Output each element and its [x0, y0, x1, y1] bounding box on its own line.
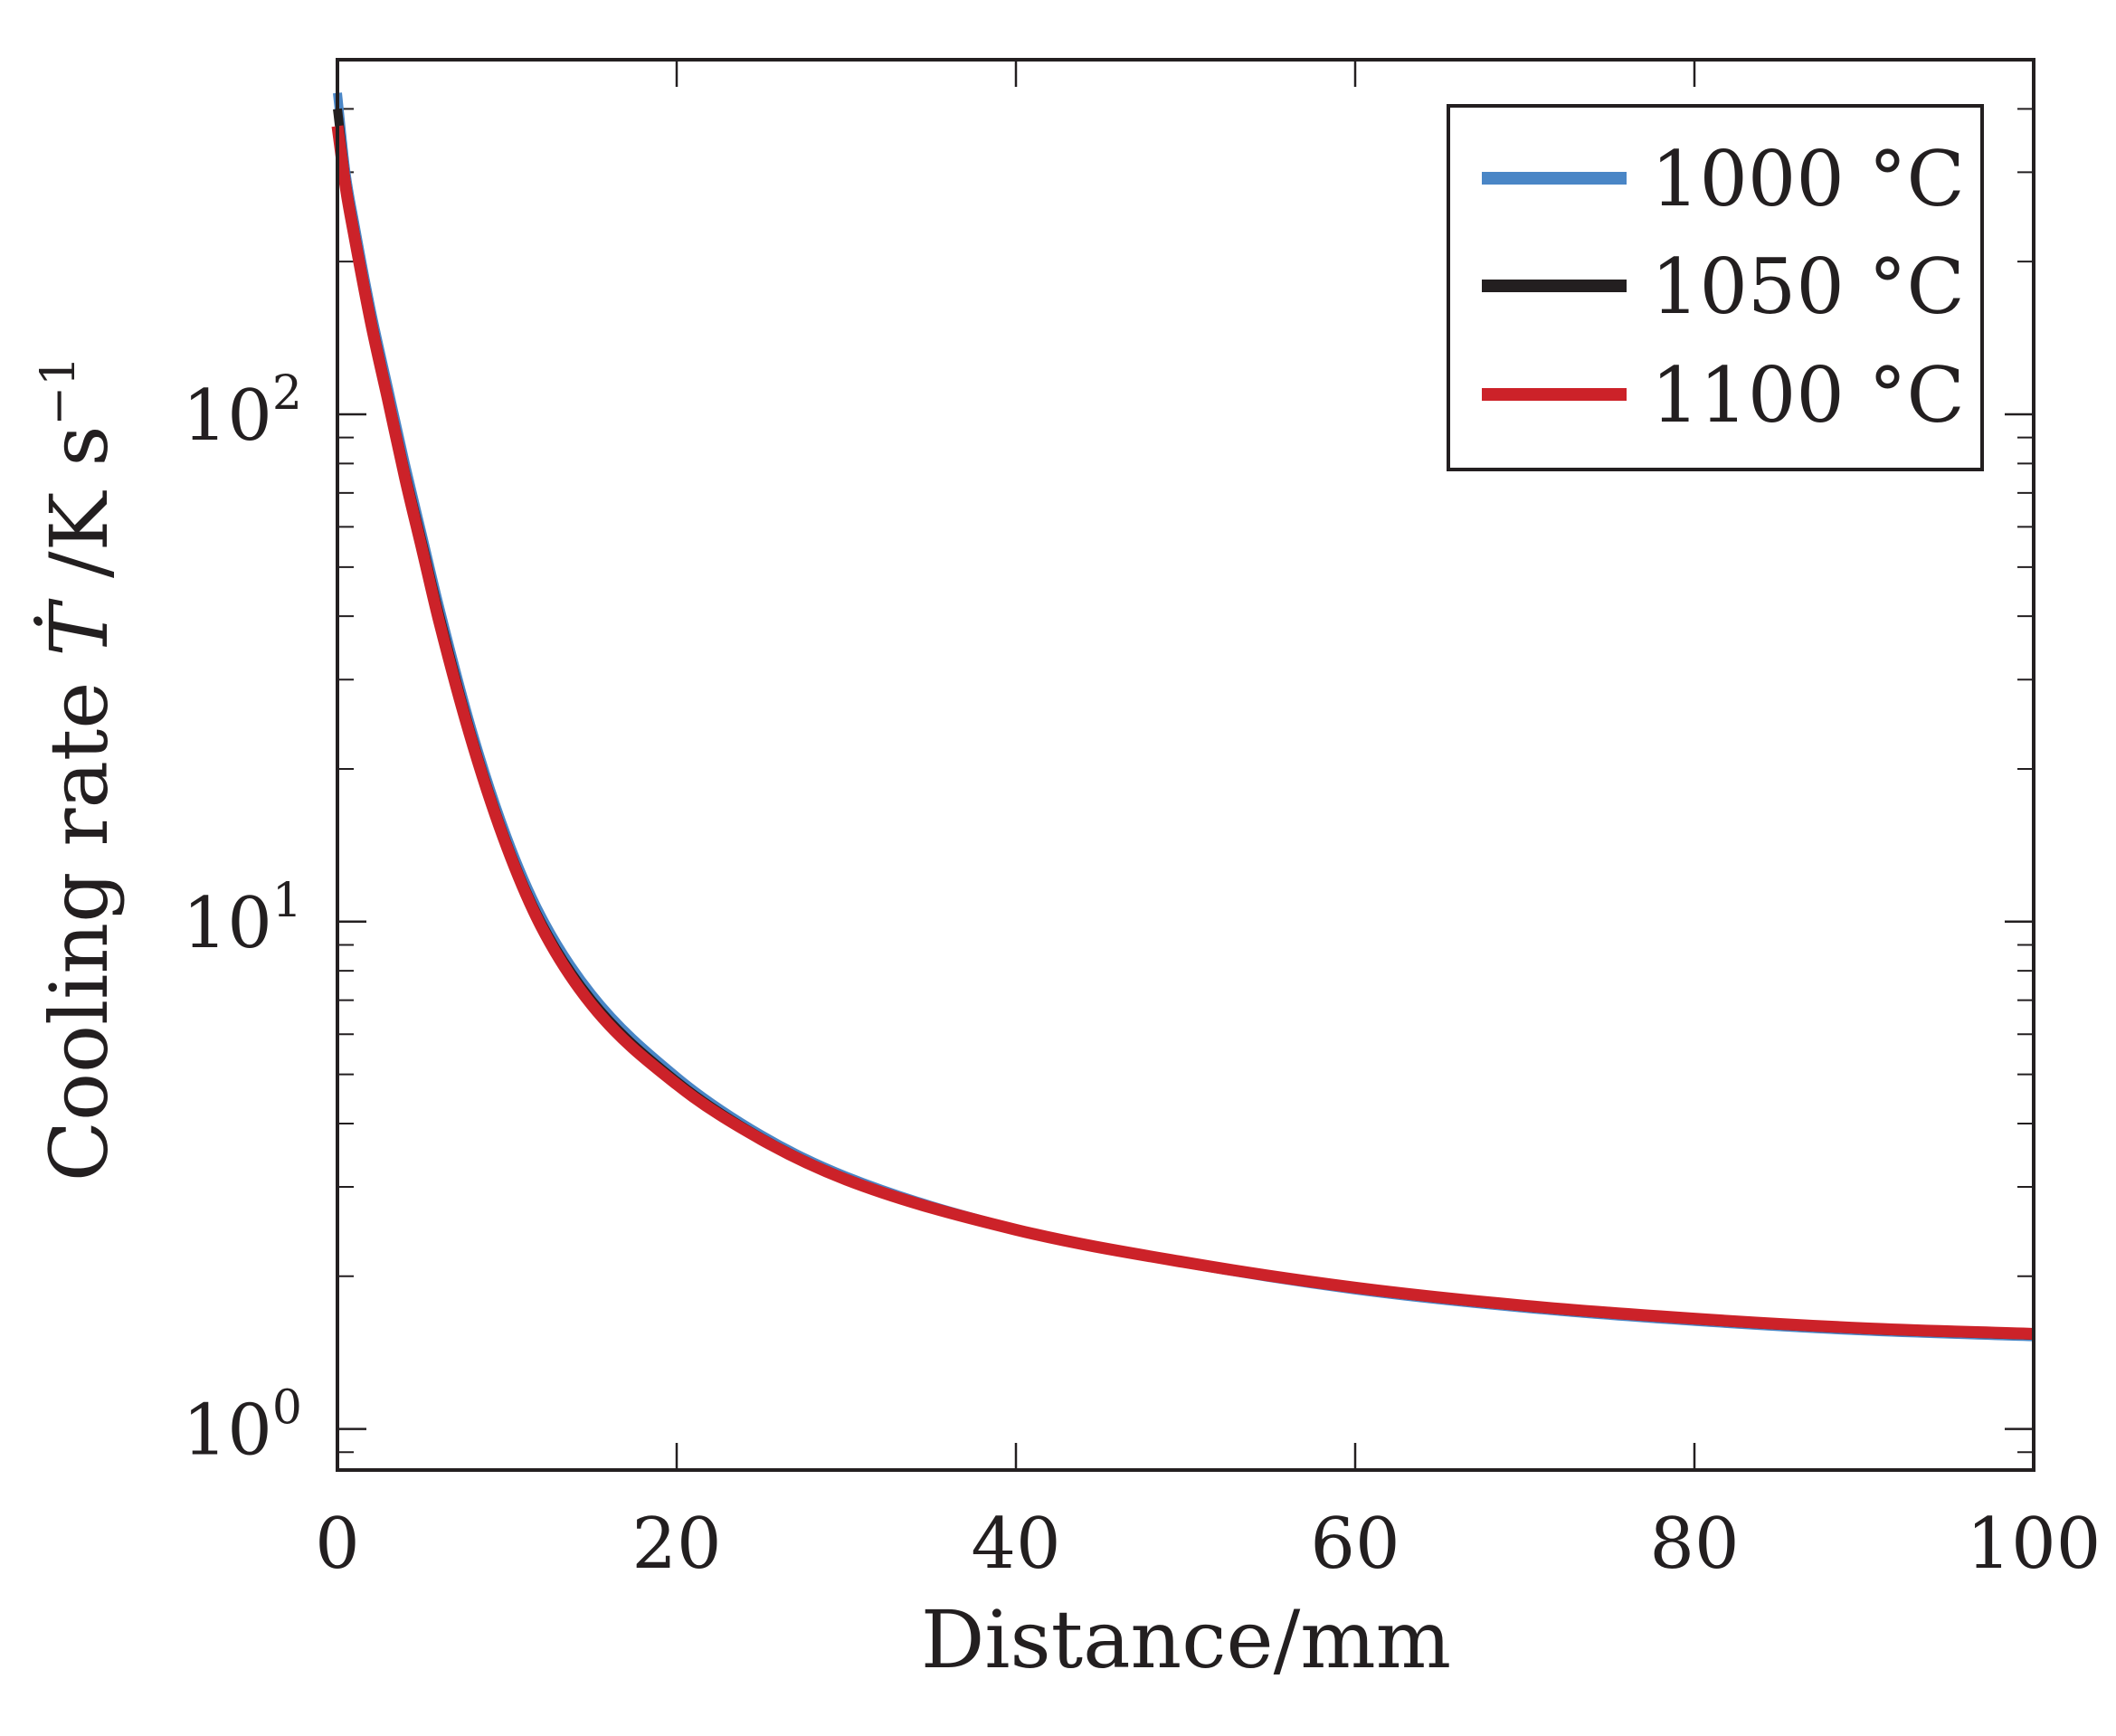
x-tick-label: 40 [971, 1504, 1060, 1585]
x-tick-label: 20 [631, 1504, 721, 1585]
y-tick-label: 100 [183, 1381, 302, 1472]
y-tick-label: 102 [183, 366, 302, 457]
data-lines [331, 92, 2035, 1342]
y-tick-labels: 100 101 102 [183, 366, 302, 1472]
x-tick-label: 0 [315, 1504, 360, 1585]
series-line-3 [331, 125, 2035, 1340]
y-axis-title-main: Cooling rate [33, 657, 126, 1182]
y-axis-title-unit: /K s [33, 425, 126, 603]
minor-tick-marks [337, 59, 2034, 1454]
y-axis-title: Cooling rate Ṫ /K s−1 [32, 356, 126, 1181]
x-tick-label: 100 [1967, 1504, 2102, 1585]
x-tick-labels: 0 20 40 60 80 100 [315, 1504, 2101, 1585]
major-tick-marks [336, 60, 2035, 1470]
x-axis-title: Distance/mm [921, 1593, 1451, 1686]
legend-label-2: 1050 °C [1651, 242, 1965, 331]
x-tick-label: 80 [1649, 1504, 1739, 1585]
y-tick-label: 101 [183, 874, 302, 964]
legend-label-3: 1100 °C [1651, 351, 1965, 440]
x-tick-label: 60 [1310, 1504, 1400, 1585]
plot-frame [336, 58, 2035, 1472]
legend: 1000 °C 1050 °C 1100 °C [1447, 104, 1984, 471]
legend-label-1: 1000 °C [1651, 135, 1965, 223]
y-axis-title-symbol: Ṫ [33, 598, 126, 657]
y-axis-title-unit-exponent: −1 [32, 356, 86, 426]
